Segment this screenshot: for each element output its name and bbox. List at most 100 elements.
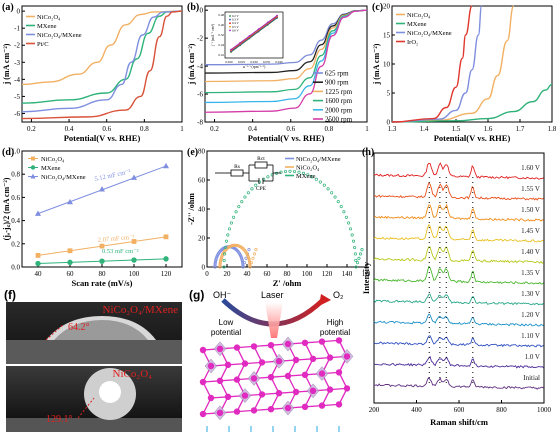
data-point [336, 200, 340, 204]
data-point [35, 210, 41, 216]
y-tick-label: -6 [14, 110, 20, 118]
inset-x-tick-label: 0.035 [263, 60, 271, 64]
y-axis-label: -Z'' /ohm [187, 193, 196, 225]
x-tick-label: 1.8 [548, 125, 556, 133]
x-tick-label: 1.6 [484, 125, 493, 133]
series-line [391, 5, 473, 123]
series-line [204, 9, 368, 113]
lattice-atom [318, 370, 326, 377]
x-tick-label: 0.4 [65, 125, 74, 133]
x-tick-label: 120 [322, 270, 333, 278]
x-tick-label: 1 [180, 125, 184, 133]
data-point [297, 170, 301, 174]
data-point [353, 245, 357, 250]
y-tick-label: 0.4 [11, 217, 20, 225]
lattice-atom [335, 369, 343, 376]
raman-spectrum [373, 313, 544, 327]
y-tick-label: 0 [387, 119, 391, 127]
x-tick-label: 140 [342, 270, 353, 278]
data-point [35, 260, 41, 267]
data-point [131, 239, 137, 244]
lattice-atom [224, 361, 232, 368]
data-point [99, 258, 105, 264]
x-axis-label: Potential(V vs. RHE) [434, 133, 511, 143]
data-point [292, 169, 297, 174]
data-point [248, 263, 252, 268]
data-point [247, 259, 251, 263]
raman-spectrum [373, 293, 544, 306]
data-point [252, 252, 257, 256]
y-tick-label: -5 [14, 93, 20, 101]
inset-y-tick-label: 0.16 [218, 53, 224, 57]
lattice-atom [318, 402, 326, 409]
x-axis-label: Potential(V vs. RHE) [248, 133, 325, 143]
data-point [248, 265, 252, 269]
y-tick-label: 20 [198, 235, 206, 243]
data-point [288, 169, 292, 173]
legend-entry: NiCo₂O₄ [296, 165, 320, 172]
spectrum-label: 1.45 V [521, 227, 540, 235]
lattice-atom [207, 362, 215, 370]
inset-point [248, 35, 251, 37]
series-line [21, 10, 183, 120]
data-point [222, 258, 226, 263]
y-tick-label: 40 [198, 206, 206, 214]
x-tick-label: 80 [99, 270, 107, 278]
resistor-rs [230, 169, 244, 177]
inset-legend-marker [229, 15, 231, 17]
lattice-atom [267, 374, 275, 381]
legend-entry: NiCo₂O₄/MXene [407, 30, 452, 37]
y-tick-label: -3 [14, 59, 20, 67]
data-point [342, 210, 346, 214]
x-tick-label: 1.5 [452, 125, 461, 133]
panel-letter: (b) [187, 2, 199, 13]
data-point [254, 183, 258, 187]
data-point [223, 245, 227, 250]
lattice-atom [233, 376, 241, 383]
lattice-atom [275, 358, 283, 365]
y-tick-label: 5 [387, 90, 391, 98]
label-nico2o4: NiCo₂O₄ [112, 368, 152, 380]
inset-legend-marker [229, 22, 231, 25]
inset-fit-line [230, 17, 278, 53]
inset-legend-marker [229, 29, 231, 32]
data-point [242, 261, 247, 265]
x-tick-label: 0.8 [140, 125, 149, 133]
x-tick-label: 1.4 [420, 125, 429, 133]
data-point [247, 256, 251, 260]
legend-entry: MXene [41, 165, 61, 172]
legend-entry: NiCo₂O₄ [41, 156, 65, 163]
chart-c: 1.3 1.4 1.5 1.6 1.7 1.8 0 5 10 15 20 Potential(V vs… [372, 2, 556, 143]
data-point [262, 177, 266, 181]
x-tick-label: 20 [224, 270, 232, 278]
inset-fit-line [230, 17, 278, 52]
spectrum-label: 1.0 V [525, 353, 540, 361]
chart-a: 0.2 0.4 0.6 0.8 1 0 -1 -2 -3 -4 -5 -6 Potential(V vs… [2, 2, 184, 143]
inset-x-tick-label: 0.020 [225, 60, 233, 64]
lattice-atom [284, 340, 292, 348]
y-axis-label: (jₐ-j꜀)/2 (mA cm⁻²) [2, 177, 11, 240]
lattice-atom [258, 359, 266, 366]
data-point [219, 259, 223, 263]
lattice-atom [250, 343, 258, 350]
contact-angle-photo-bottom: NiCo₂O₄ 129.1° [6, 366, 182, 432]
data-point [240, 258, 244, 262]
spectrum-label: Initial [523, 374, 540, 382]
data-point [339, 205, 343, 209]
y-axis-label: j (mA cm⁻²) [372, 43, 381, 85]
legend-entry: NiCo₂O₄/MXene [37, 32, 82, 39]
x-axis-label: Scan rate (mV/s) [72, 278, 133, 288]
y-tick-label: -4 [197, 63, 203, 71]
y-tick-label: -4 [14, 76, 20, 84]
panel-letter: (a) [2, 2, 14, 13]
raman-spectrum [374, 377, 544, 390]
data-point [358, 252, 363, 256]
y-tick-label: 1.0 [11, 148, 20, 156]
label-cpe: CPE [256, 186, 267, 192]
x-axis-label: Raman shift/cm [430, 417, 488, 427]
lattice-atom [199, 346, 207, 354]
lattice-atom [250, 407, 258, 414]
x-tick-label: 100 [129, 270, 140, 278]
inset-legend-marker [229, 18, 231, 21]
label-low-potential: Low potential [210, 318, 242, 337]
